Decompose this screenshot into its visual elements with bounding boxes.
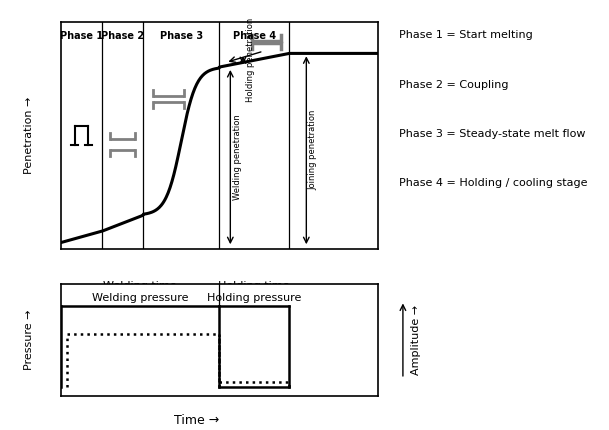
Text: Phase 1: Phase 1 (60, 31, 103, 40)
Text: Holding time: Holding time (218, 281, 290, 291)
Text: Welding penetration: Welding penetration (233, 114, 242, 200)
Text: Welding time: Welding time (104, 281, 177, 291)
Text: Phase 2 = Coupling: Phase 2 = Coupling (399, 80, 509, 89)
Text: Phase 3: Phase 3 (160, 31, 203, 40)
Text: Penetration →: Penetration → (24, 97, 34, 174)
Text: Phase 3 = Steady-state melt flow: Phase 3 = Steady-state melt flow (399, 129, 585, 139)
Text: Amplitude →: Amplitude → (410, 304, 421, 375)
Text: Phase 4 = Holding / cooling stage: Phase 4 = Holding / cooling stage (399, 178, 588, 188)
Text: Phase 1 = Start melting: Phase 1 = Start melting (399, 30, 533, 40)
Text: Welding pressure: Welding pressure (92, 293, 188, 303)
Text: Time →: Time → (174, 414, 220, 427)
Text: Joining penetration: Joining penetration (309, 110, 318, 190)
Text: Holding pressure: Holding pressure (207, 293, 301, 303)
Text: Holding penetration: Holding penetration (245, 18, 255, 102)
Text: Pressure →: Pressure → (24, 310, 34, 370)
Text: Phase 2: Phase 2 (101, 31, 144, 40)
Text: Phase 4: Phase 4 (233, 31, 276, 40)
